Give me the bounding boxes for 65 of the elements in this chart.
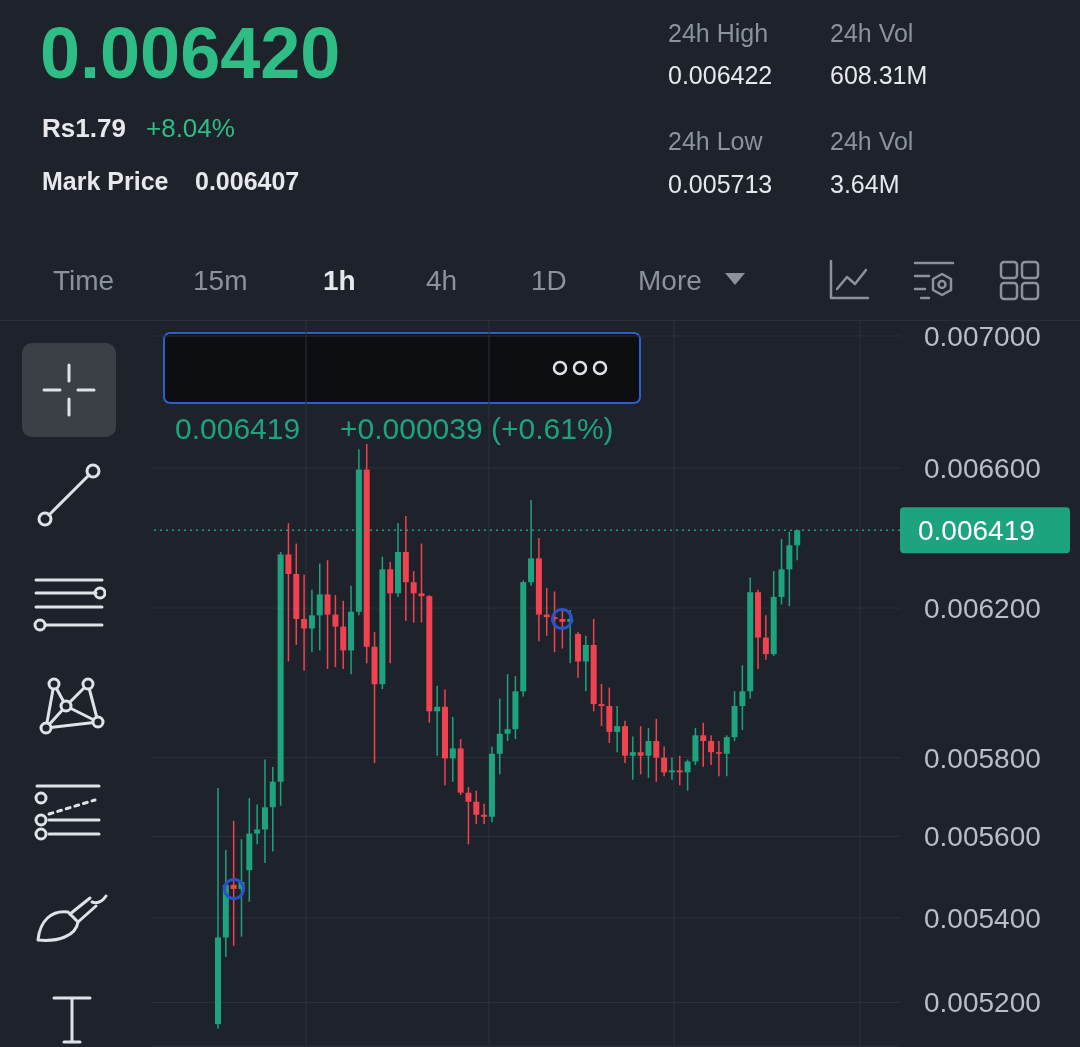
candlestick xyxy=(598,683,605,727)
y-tick-label: 0.006200 xyxy=(924,593,1041,625)
candlestick xyxy=(261,758,268,864)
candlestick xyxy=(230,819,237,947)
candlestick xyxy=(465,786,472,846)
candlestick xyxy=(684,758,691,792)
text: 0.006407 xyxy=(195,167,300,196)
text: 1D xyxy=(531,265,567,297)
text: 24h High xyxy=(668,19,769,48)
text: +8.04% xyxy=(146,113,235,143)
candlestick xyxy=(739,664,746,731)
text: 1h xyxy=(323,265,356,297)
candlestick xyxy=(410,570,417,624)
y-tick-label: 0.005200 xyxy=(924,987,1041,1019)
candlestick xyxy=(285,522,292,663)
candlestick xyxy=(715,740,722,777)
candlestick xyxy=(762,614,769,661)
text: 608.31M xyxy=(830,61,928,90)
text: 3.64M xyxy=(830,170,900,199)
text: 24h Low xyxy=(668,127,763,156)
y-tick-label: 0.005600 xyxy=(924,821,1041,853)
text: 24h Vol xyxy=(830,127,914,156)
candlestick xyxy=(387,561,394,665)
text: 0.006420 xyxy=(40,13,341,94)
text: 15m xyxy=(193,265,248,297)
text: 0.006422 xyxy=(668,61,773,90)
y-tick-label: 0.005400 xyxy=(924,902,1041,934)
candlestick xyxy=(723,734,730,777)
candlestick xyxy=(481,802,488,825)
text: 0.005713 xyxy=(668,170,773,199)
candlestick xyxy=(668,756,675,781)
candlestick xyxy=(473,789,480,825)
candlestick xyxy=(504,673,511,742)
candlestick xyxy=(661,745,668,777)
y-tick-label: 0.007000 xyxy=(924,320,1041,352)
text: More xyxy=(638,265,702,297)
text: Time xyxy=(53,265,115,297)
candlestick xyxy=(645,727,652,779)
candlestick xyxy=(629,735,636,781)
candlestick xyxy=(316,562,323,652)
candlestick xyxy=(324,559,331,670)
y-tick-label: 0.006600 xyxy=(924,452,1041,484)
text: Mark Price xyxy=(42,167,169,196)
text: Rs1.79 xyxy=(42,113,126,143)
candlestick xyxy=(614,705,621,753)
candlestick xyxy=(449,716,456,783)
annotation: +0.000039 (+0.61%) xyxy=(340,412,614,445)
text: 24h Vol xyxy=(830,19,914,48)
y-tick-label: 0.005800 xyxy=(924,742,1041,774)
candlestick xyxy=(582,634,589,693)
candlestick xyxy=(653,718,660,783)
candlestick xyxy=(496,697,503,776)
candlestick xyxy=(254,803,261,846)
text: 4h xyxy=(426,265,458,297)
candlestick xyxy=(637,725,644,776)
candlestick xyxy=(708,734,715,766)
candlestick xyxy=(332,594,339,668)
candlestick xyxy=(340,600,347,670)
candlestick xyxy=(700,721,707,768)
candlestick xyxy=(676,754,683,786)
candlestick xyxy=(301,573,308,672)
candlestick xyxy=(418,542,425,624)
annotation: 0.006419 xyxy=(175,412,301,445)
ref-line-label: 0.006419 xyxy=(918,515,1035,547)
candlestick xyxy=(308,588,315,654)
